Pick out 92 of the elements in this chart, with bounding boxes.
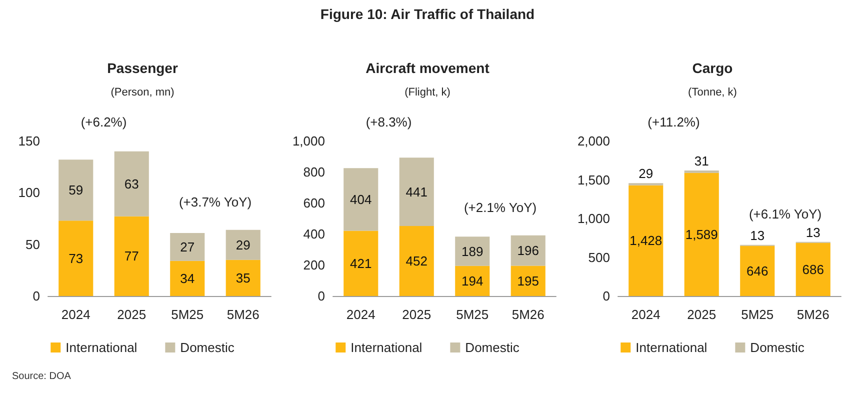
x-tick-label: 2025 [687,307,716,322]
data-label: 34 [180,270,195,286]
legend-label: Domestic [180,340,235,355]
bar [170,260,205,296]
y-tick-label: 1,000 [292,134,325,148]
bar [684,170,719,173]
bar [510,266,546,296]
bar [510,235,546,266]
data-label: 59 [68,182,84,198]
x-tick-label: 5M26 [512,307,544,322]
bar [455,236,490,266]
data-label: 63 [124,176,139,192]
data-label: 441 [406,184,428,200]
data-label: 452 [406,253,428,268]
y-tick-label: 0 [32,288,40,304]
y-tick-label: 400 [303,226,325,242]
x-tick-label: 5M25 [741,307,774,322]
data-label: 13 [750,228,765,243]
data-label: 73 [68,250,84,266]
y-tick-label: 50 [26,236,40,252]
y-tick-label: 2,000 [577,134,610,148]
source-note: Source: DOA [12,371,71,382]
y-tick-label: 150 [18,134,40,148]
annotation: (+2.1% YoY) [464,200,537,215]
bar [399,226,434,296]
bar [455,266,490,296]
bar [114,151,149,216]
data-label: 1,428 [630,233,662,248]
bar [170,232,205,261]
legend-label: International [350,340,422,355]
y-tick-label: 1,500 [577,172,610,188]
y-tick-label: 200 [303,258,325,272]
caption: Figure 10: Air Traffic of Thailand [319,6,536,22]
bar [114,216,149,296]
y-tick-label: 1,000 [577,211,610,226]
bar [628,185,664,296]
data-label: 29 [638,166,654,182]
bar [740,246,775,296]
data-label: 31 [694,153,709,168]
y-tick-label: 100 [18,185,40,200]
bar [344,230,378,296]
chart-title: Passenger [107,60,178,76]
y-tick-label: 800 [303,164,325,180]
annotation: (+6.1% YoY) [748,206,822,222]
data-label: 195 [517,273,539,288]
legend-label: Domestic [750,340,805,355]
bar [226,260,260,296]
chart-subtitle: (Tonne, k) [688,86,737,98]
x-tick-label: 2025 [117,307,146,322]
bar [796,242,830,296]
legend-label: Domestic [465,340,520,355]
data-label: 646 [746,263,768,278]
x-tick-label: 2025 [402,307,432,322]
y-tick-label: 500 [588,250,610,265]
chart-subtitle: (Flight, k) [404,86,450,98]
data-label: 194 [462,273,484,288]
chart-title: Cargo [692,60,733,76]
chart-title: Aircraft movement [366,60,490,76]
legend-label: International [66,340,138,355]
x-tick-label: 5M25 [171,307,204,322]
data-label: 27 [180,239,195,254]
text: (+6.2%) [80,114,127,130]
bar [226,230,260,260]
data-label: 189 [462,244,484,259]
x-tick-label: 5M26 [226,307,260,322]
bar [399,158,434,226]
chart-subtitle: (Person, mn) [110,86,174,98]
x-tick-label: 5M25 [456,307,489,322]
data-label: 404 [350,192,372,207]
x-tick-label: 5M26 [796,307,830,322]
x-tick-label: 2024 [631,307,660,322]
x-tick-label: 2024 [346,307,376,322]
data-label: 35 [236,270,250,286]
y-tick-label: 0 [318,288,325,304]
bar [58,160,94,221]
bar [58,220,94,296]
y-tick-label: 600 [303,196,325,210]
data-label: 196 [517,243,539,258]
bar [344,168,378,231]
data-label: 686 [802,262,824,277]
data-label: 29 [236,237,250,252]
y-tick-label: 0 [602,288,610,304]
x-tick-label: 2024 [61,307,90,322]
data-label: 77 [124,248,139,264]
data-label: 1,589 [685,226,718,242]
annotation: (+3.7% YoY) [178,194,252,210]
legend-label: International [636,340,708,355]
text: (+8.3%) [366,114,412,130]
data-label: 13 [806,224,820,240]
text: (+11.2%) [648,114,700,130]
bar [684,172,719,296]
data-label: 421 [350,256,372,271]
